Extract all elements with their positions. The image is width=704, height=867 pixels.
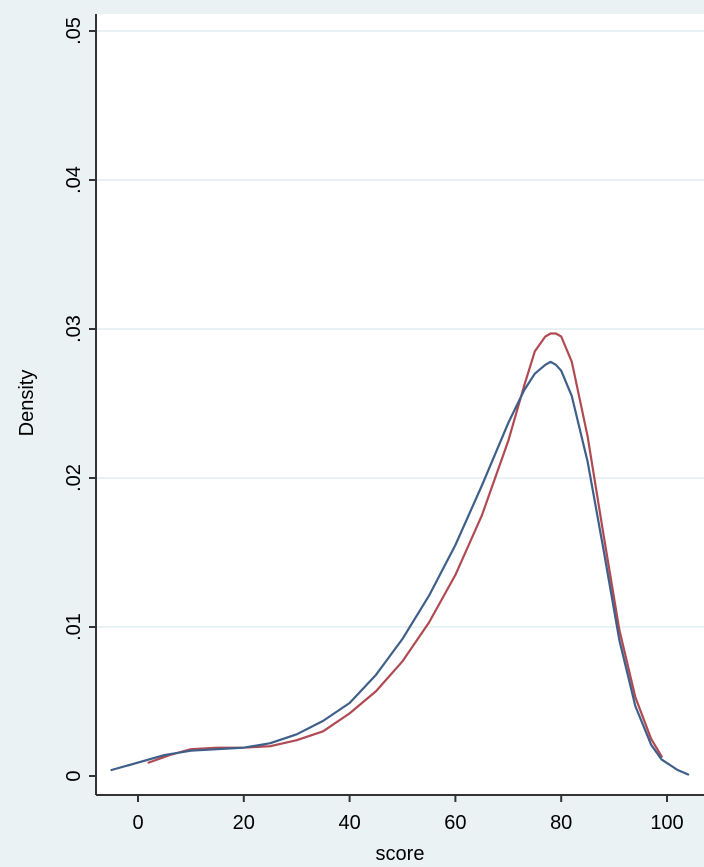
y-axis-title: Density — [16, 370, 38, 437]
x-tick-label: 0 — [132, 812, 143, 834]
x-axis-title: score — [376, 843, 425, 865]
series-line-1 — [147, 332, 663, 764]
plot-area — [96, 14, 704, 795]
y-tick-label: .04 — [63, 166, 85, 194]
y-tick-label: .03 — [63, 315, 85, 343]
series-line-2 — [110, 360, 690, 776]
y-tick-label: .02 — [63, 464, 85, 492]
series-lines — [110, 332, 690, 776]
y-axis-ticks: 0 .01 .02 .03 .04 .05 — [63, 17, 96, 782]
x-tick-label: 40 — [338, 812, 360, 834]
y-tick-label: .05 — [63, 17, 85, 45]
y-tick-label: 0 — [63, 770, 85, 781]
gridlines — [97, 30, 704, 628]
x-axis-ticks: 0 20 40 60 80 100 — [132, 795, 684, 834]
x-tick-label: 20 — [233, 812, 255, 834]
y-tick-label: .01 — [63, 613, 85, 641]
x-tick-label: 60 — [444, 812, 466, 834]
x-tick-label: 100 — [650, 812, 683, 834]
x-tick-label: 80 — [550, 812, 572, 834]
